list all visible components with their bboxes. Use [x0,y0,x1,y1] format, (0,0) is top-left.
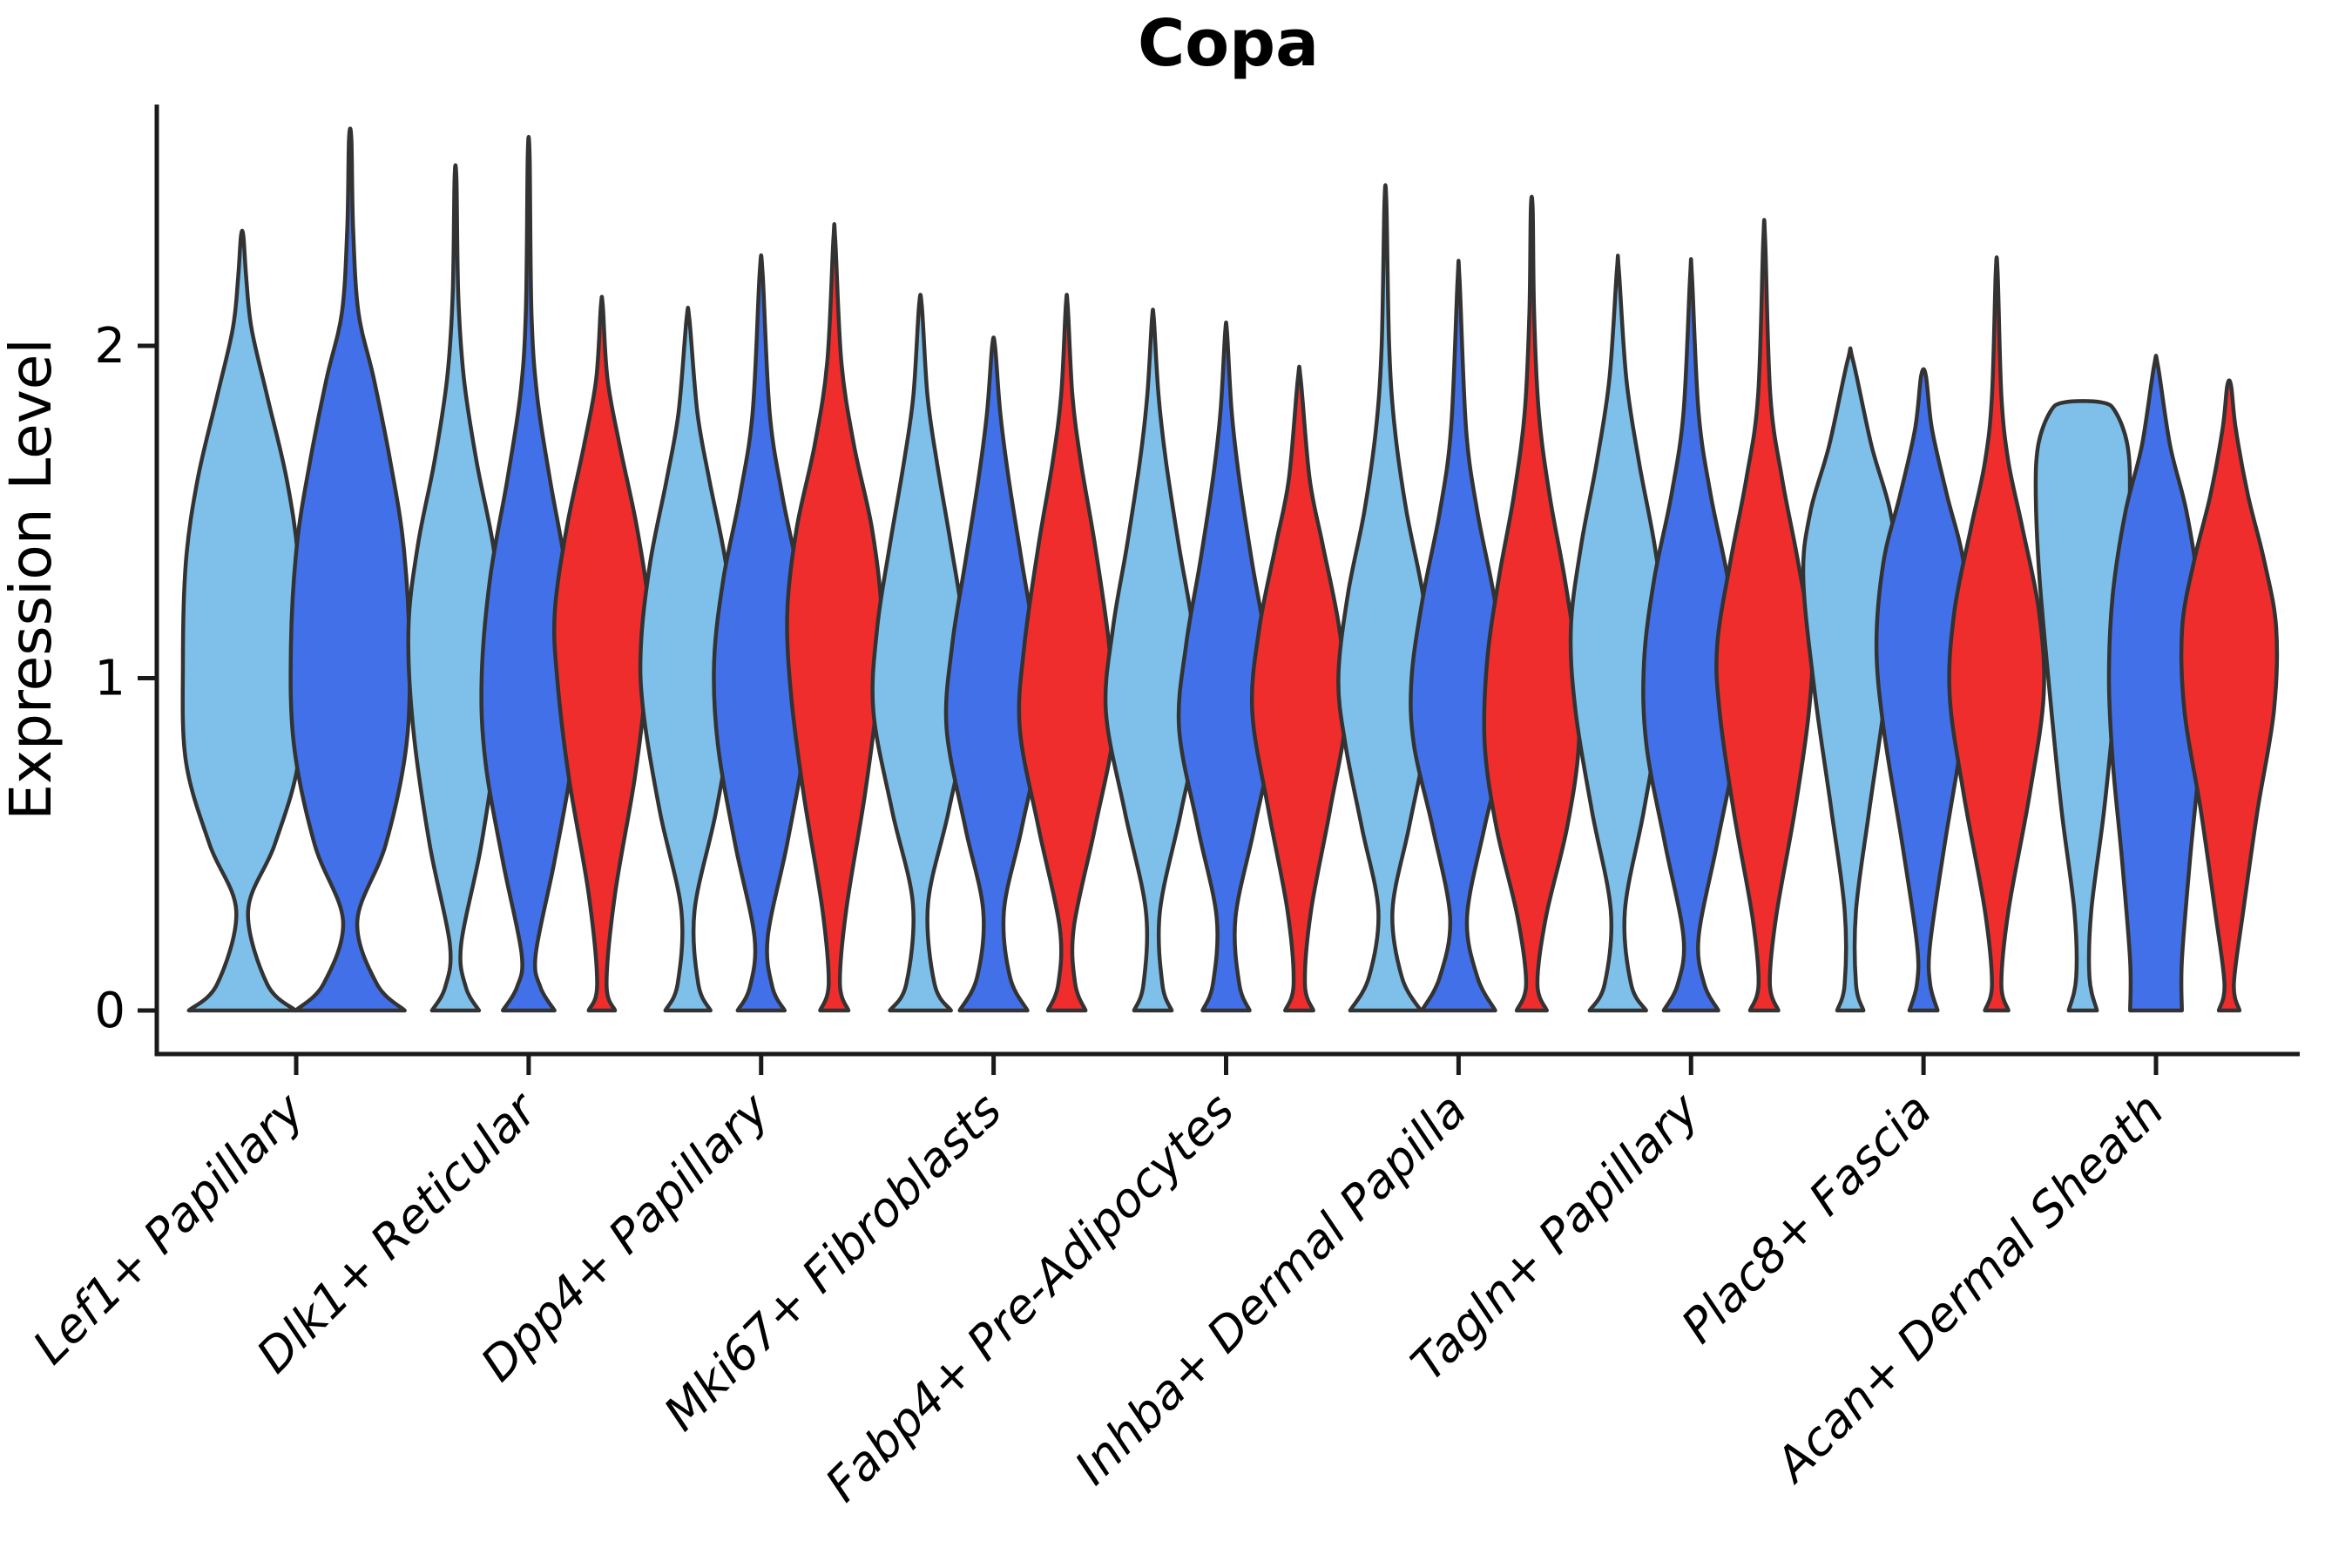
y-tick-label: 1 [94,651,125,707]
violin-red [1482,194,1582,1013]
violin-light_blue [180,228,304,1013]
violin-dark_blue [712,253,811,1013]
y-tick-labels: 0 1 2 [94,318,125,1039]
violin-light_blue [2033,399,2132,1013]
violin-dark_blue [1176,321,1276,1013]
violin-dark_blue [288,126,412,1013]
violin-light_blue [1103,308,1203,1013]
y-tick-label: 2 [94,318,125,375]
violin-light_blue [870,293,970,1013]
x-tick-label: Acan+ Dermal Sheath [1763,1083,2174,1494]
chart-title: Copa [1138,6,1319,81]
violin-red [551,294,652,1013]
y-tick-label: 0 [94,983,125,1039]
violin-light_blue [638,305,738,1013]
violin-red [2179,378,2280,1013]
violin-dark_blue [1641,257,1741,1013]
violin-dark_blue [943,335,1044,1013]
x-tick-label: Plac8+ Fascia [1671,1083,1942,1354]
violin-red [1017,293,1117,1013]
violin-dark_blue [1874,367,1973,1013]
axes-layer [138,105,2300,1075]
y-axis-label: Expression Level [0,338,64,820]
violin-red [1947,255,2046,1013]
violins-layer [180,126,2280,1013]
axis-spines [154,105,2300,1057]
x-tick-label: Fabp4+ Pre-Adipocytes [814,1083,1244,1512]
violin-red [1714,218,1815,1013]
violin-light_blue [1801,346,1900,1013]
violin-light_blue [1336,183,1435,1013]
x-tick-label: Inhba+ Dermal Papilla [1064,1083,1477,1496]
violin-red [1249,364,1349,1013]
violin-light_blue [1568,253,1667,1013]
violin-red [785,222,884,1013]
